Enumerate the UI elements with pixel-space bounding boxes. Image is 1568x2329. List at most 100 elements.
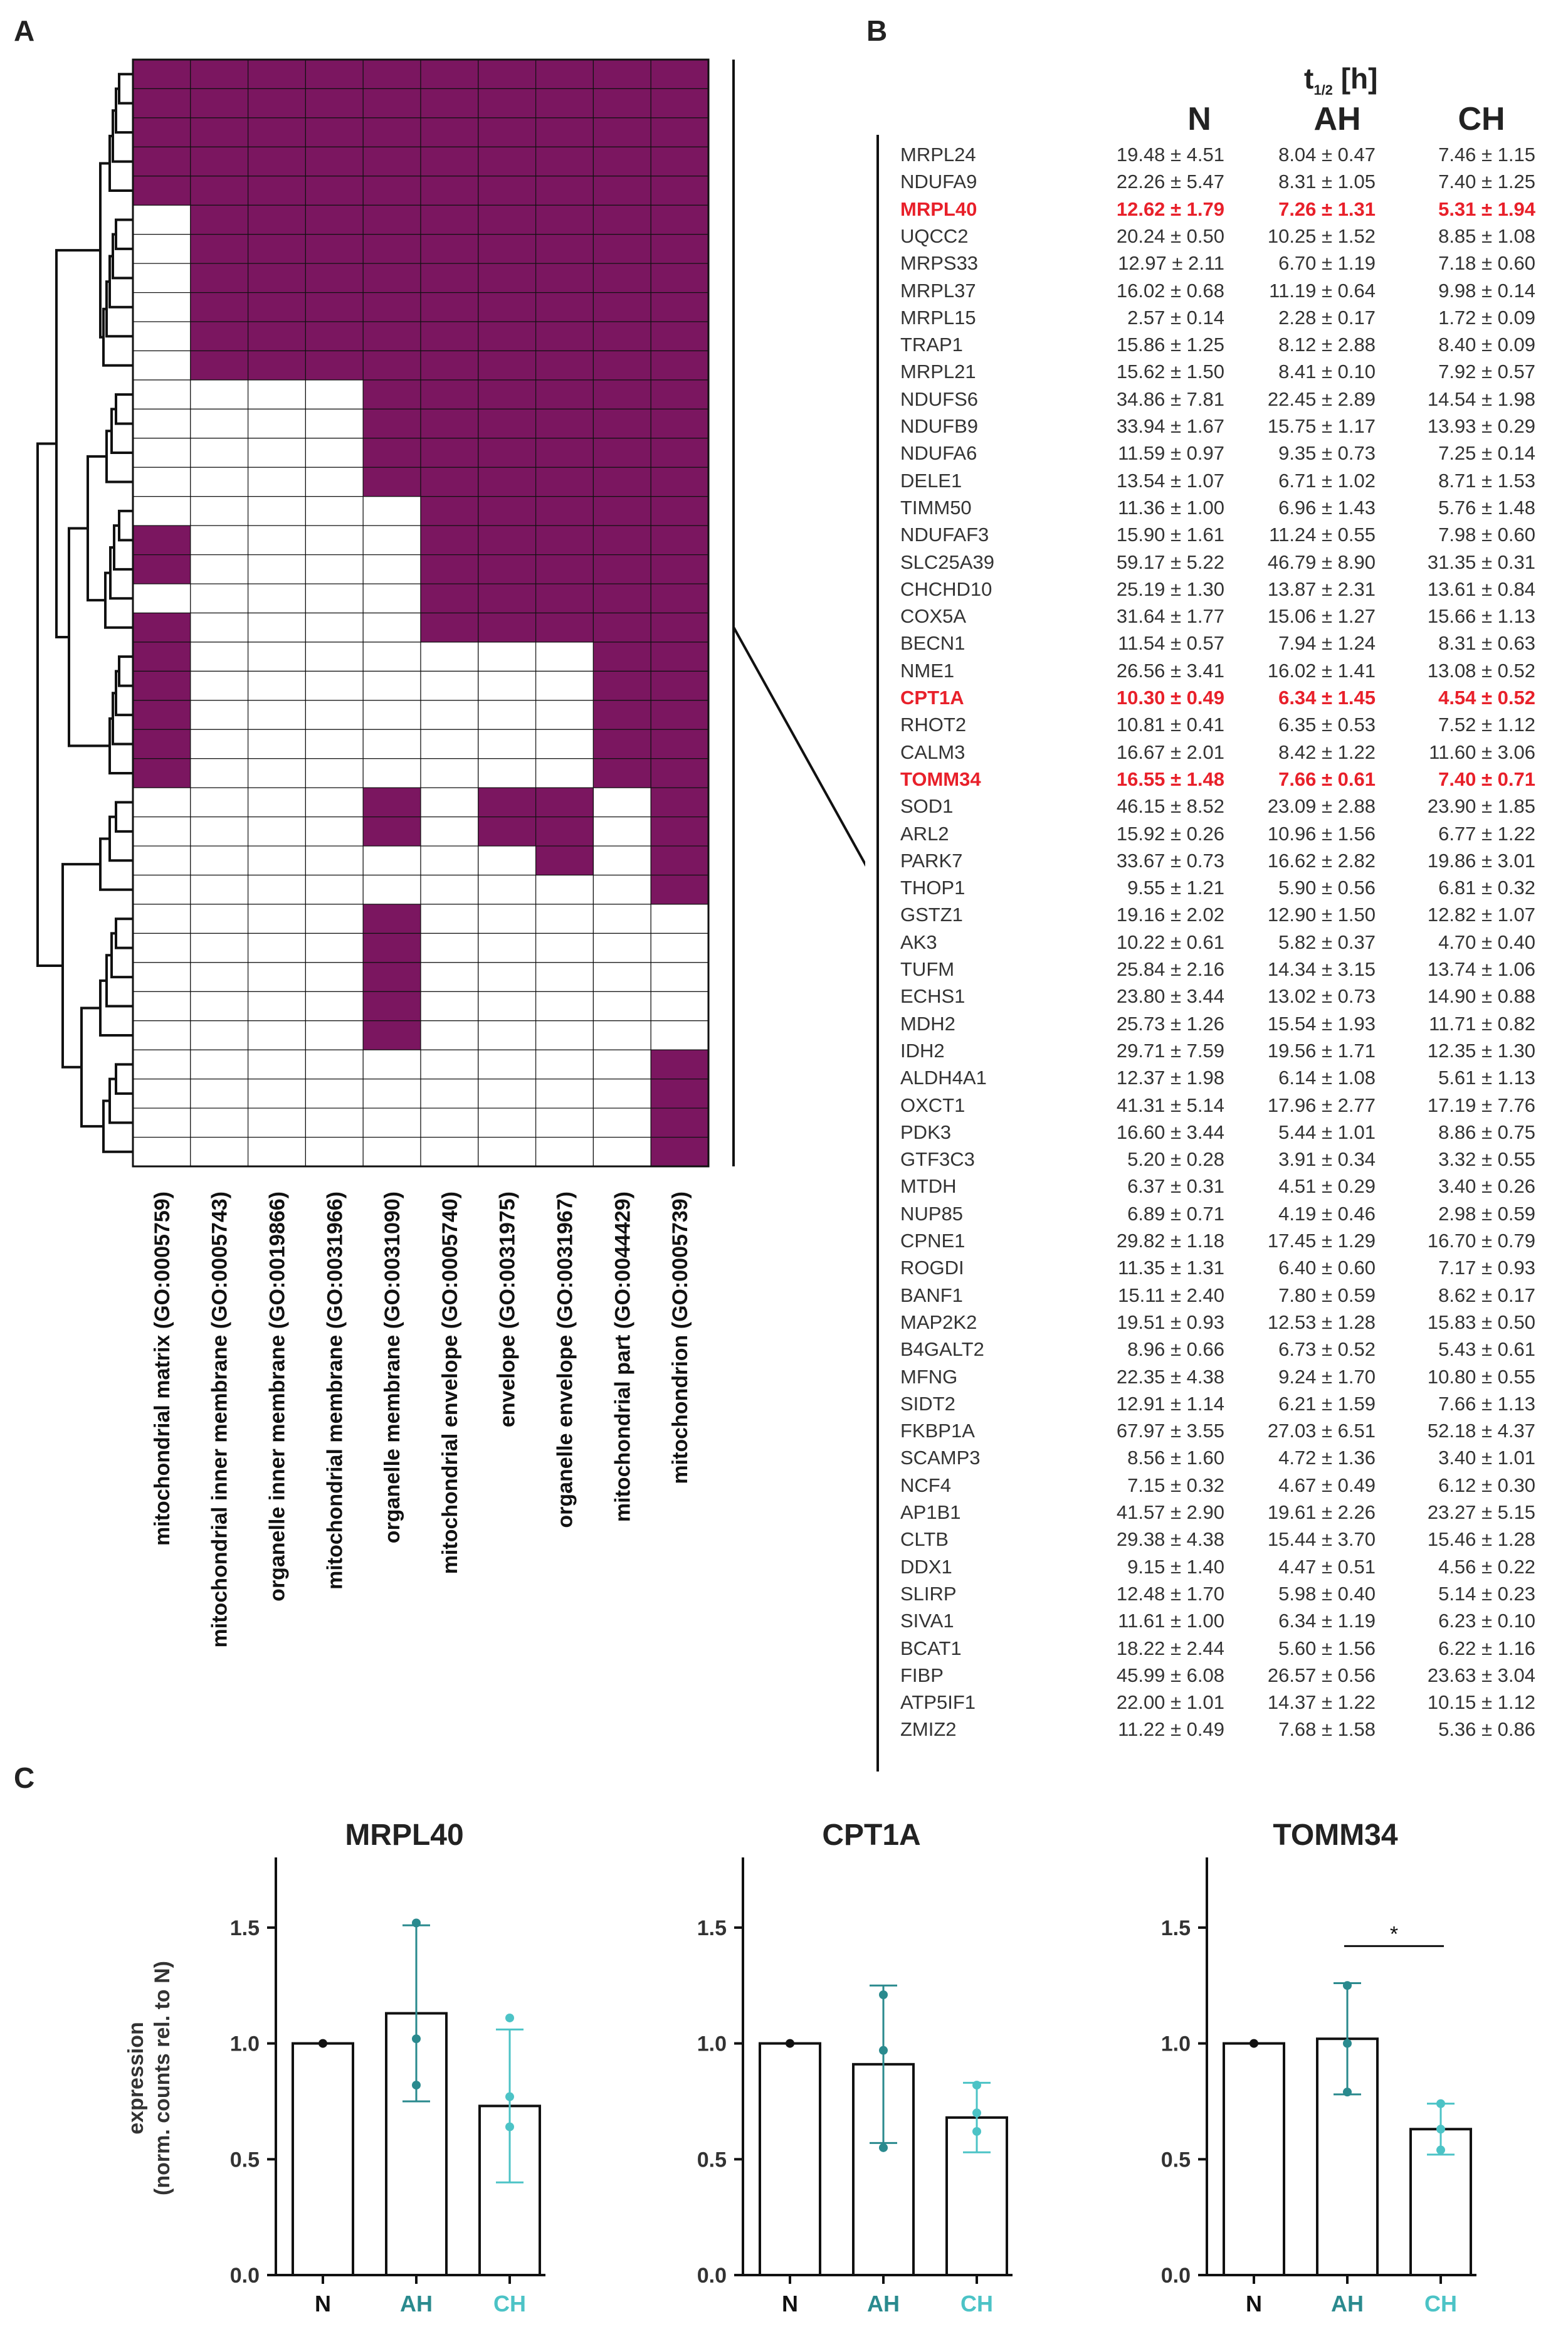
heatmap-cell xyxy=(478,176,537,206)
heatmap-cell xyxy=(305,845,364,876)
heatmap-cell xyxy=(305,932,364,963)
heatmap-cell xyxy=(248,612,307,643)
heatmap-cell xyxy=(248,932,307,963)
table-row: FIBP 45.99 ± 6.08 26.57 ± 0.56 23.63 ± 3.04 xyxy=(865,1662,1568,1689)
table-cell-n: 16.67 ± 2.01 xyxy=(1116,741,1224,763)
bar-n xyxy=(292,2042,354,2276)
heatmap-cell xyxy=(478,146,537,177)
bar-n xyxy=(1223,2042,1285,2276)
heatmap-cell xyxy=(478,700,537,730)
table-cell-ah: 46.79 ± 8.90 xyxy=(1267,551,1376,573)
heatmap-cell xyxy=(248,438,307,468)
table-cell-n: 6.37 ± 0.31 xyxy=(1127,1175,1224,1198)
table-cell-ah: 5.44 ± 1.01 xyxy=(1278,1121,1376,1143)
table-cell-ch: 3.32 ± 0.55 xyxy=(1438,1148,1535,1171)
chart-title: TOMM34 xyxy=(1273,1819,1397,1852)
heatmap-cell xyxy=(362,1079,421,1109)
heatmap-cell xyxy=(420,234,479,264)
heatmap-cell xyxy=(478,758,537,788)
heatmap-cell xyxy=(650,642,709,672)
column-header-ah: AH xyxy=(1313,101,1361,137)
table-row: TRAP1 15.86 ± 1.25 8.12 ± 2.88 8.40 ± 0.09 xyxy=(865,331,1568,358)
heatmap-cell xyxy=(478,438,537,468)
data-point xyxy=(972,2108,981,2118)
heatmap-cell xyxy=(592,1107,651,1138)
table-cell-gene: NCF4 xyxy=(900,1474,951,1496)
heatmap-cell xyxy=(650,612,709,643)
heatmap-cell xyxy=(248,874,307,905)
table-cell-n: 10.22 ± 0.61 xyxy=(1116,931,1224,953)
heatmap-cell xyxy=(362,845,421,876)
heatmap-cell xyxy=(132,874,191,905)
heatmap-cell xyxy=(420,1049,479,1080)
heatmap-cell xyxy=(650,729,709,759)
table-cell-ah: 22.45 ± 2.89 xyxy=(1267,388,1376,410)
heatmap-cell xyxy=(362,408,421,439)
heatmap-cell xyxy=(650,176,709,206)
table-cell-n: 6.89 ± 0.71 xyxy=(1127,1202,1224,1225)
table-cell-ch: 12.82 ± 1.07 xyxy=(1427,904,1535,926)
heatmap-cell xyxy=(132,1107,191,1138)
table-cell-n: 12.62 ± 1.79 xyxy=(1116,198,1224,220)
table-row: BCAT1 18.22 ± 2.44 5.60 ± 1.56 6.22 ± 1.16 xyxy=(865,1635,1568,1662)
heatmap-cell xyxy=(478,379,537,409)
heatmap-cell xyxy=(132,350,191,381)
heatmap-cell xyxy=(478,467,537,497)
heatmap-cell xyxy=(420,176,479,206)
table-cell-n: 11.22 ± 0.49 xyxy=(1118,1718,1224,1741)
heatmap-cell xyxy=(132,904,191,934)
heatmap-cell xyxy=(190,234,249,264)
table-title-subscript: 1/2 xyxy=(1313,82,1333,98)
heatmap-cell xyxy=(305,525,364,556)
heatmap-cell xyxy=(478,962,537,992)
heatmap-cell xyxy=(535,991,594,1022)
heatmap-cell xyxy=(305,292,364,322)
heatmap-cell xyxy=(478,1049,537,1080)
table-cell-gene: FIBP xyxy=(900,1664,944,1686)
heatmap-cell xyxy=(190,787,249,818)
heatmap-cell xyxy=(592,176,651,206)
heatmap-cell xyxy=(592,263,651,293)
heatmap-cell xyxy=(420,932,479,963)
heatmap-cell xyxy=(305,467,364,497)
table-row: MFNG 22.35 ± 4.38 9.24 ± 1.70 10.80 ± 0.55 xyxy=(865,1363,1568,1390)
data-point xyxy=(879,2143,888,2152)
x-tick-label: AH xyxy=(1331,2291,1364,2316)
heatmap-cell xyxy=(305,204,364,235)
table-cell-ah: 19.56 ± 1.71 xyxy=(1267,1039,1376,1062)
column-header-ch: CH xyxy=(1458,101,1505,137)
heatmap-cell xyxy=(362,554,421,584)
table-cell-ch: 7.25 ± 0.14 xyxy=(1438,442,1535,465)
heatmap-cell xyxy=(248,204,307,235)
y-axis-label: (norm. counts rel. to N) xyxy=(150,1961,174,2195)
table-cell-n: 11.36 ± 1.00 xyxy=(1118,496,1224,519)
table-cell-gene: UQCC2 xyxy=(900,224,969,247)
table-cell-ch: 7.40 ± 1.25 xyxy=(1438,171,1535,193)
heatmap-cell xyxy=(305,583,364,614)
y-tick-label: 1.0 xyxy=(230,2032,260,2056)
table-cell-gene: FKBP1A xyxy=(900,1420,975,1442)
heatmap-cell xyxy=(535,88,594,119)
heatmap-cell xyxy=(190,904,249,934)
heatmap-cell xyxy=(305,496,364,526)
heatmap-cell xyxy=(535,204,594,235)
heatmap-cell xyxy=(362,962,421,992)
data-point xyxy=(786,2039,794,2048)
table-cell-gene: RHOT2 xyxy=(900,714,967,736)
table-cell-n: 22.35 ± 4.38 xyxy=(1116,1365,1224,1388)
heatmap-cell xyxy=(592,292,651,322)
heatmap-cell xyxy=(478,321,537,352)
table-cell-ch: 23.63 ± 3.04 xyxy=(1427,1664,1535,1686)
heatmap-cell xyxy=(190,176,249,206)
table-cell-gene: AK3 xyxy=(900,931,937,953)
heatmap-cell xyxy=(362,816,421,847)
table-row: MAP2K2 19.51 ± 0.93 12.53 ± 1.28 15.83 ± 0.… xyxy=(865,1309,1568,1336)
heatmap-cell xyxy=(420,612,479,643)
table-cell-ah: 15.54 ± 1.93 xyxy=(1267,1012,1376,1035)
heatmap-cell xyxy=(305,1107,364,1138)
heatmap-cell xyxy=(650,583,709,614)
table-cell-gene: ATP5IF1 xyxy=(900,1691,976,1714)
heatmap-cell xyxy=(650,816,709,847)
table-row: BECN1 11.54 ± 0.57 7.94 ± 1.24 8.31 ± 0.63 xyxy=(865,630,1568,657)
heatmap-cell xyxy=(362,612,421,643)
